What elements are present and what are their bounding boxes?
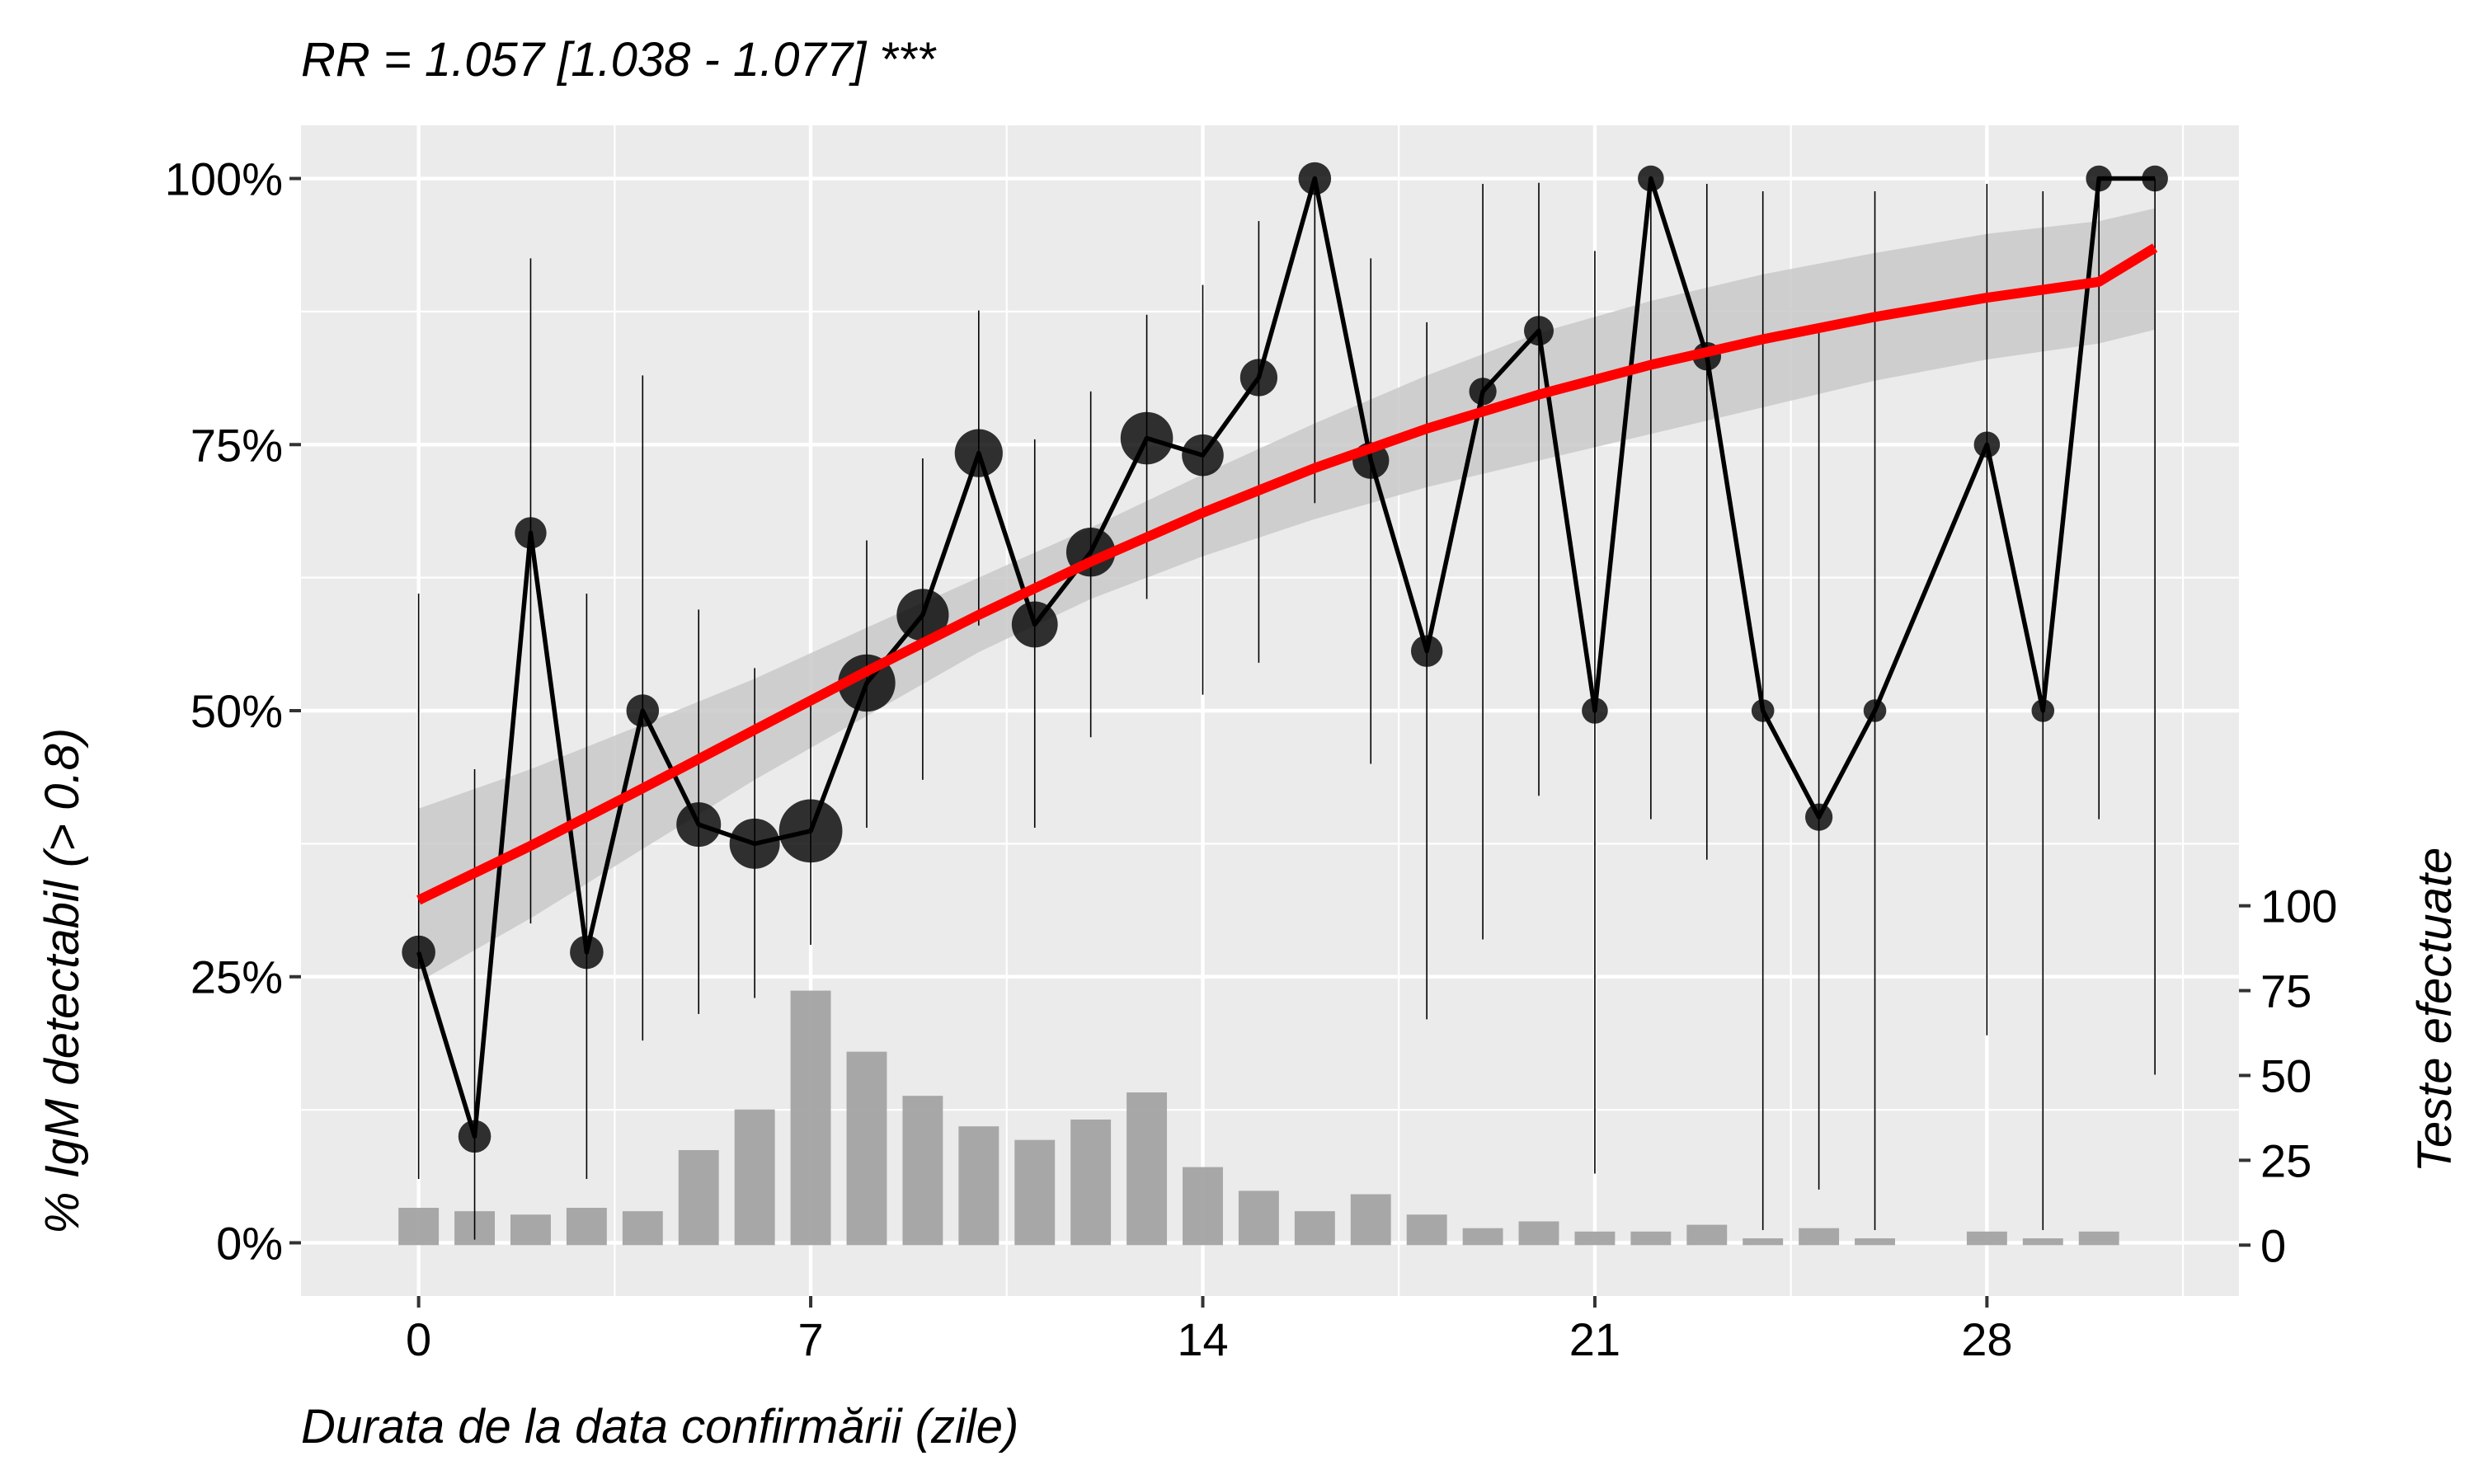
observed-point xyxy=(626,694,660,727)
test-count-bar xyxy=(1350,1194,1391,1246)
observed-point xyxy=(1239,359,1278,397)
test-count-bar xyxy=(510,1214,551,1246)
observed-point xyxy=(1863,699,1887,722)
observed-point xyxy=(2086,165,2113,192)
observed-point xyxy=(515,517,547,549)
test-count-bar xyxy=(790,990,831,1246)
observed-point xyxy=(1120,411,1174,465)
x-tick-label: 0 xyxy=(406,1313,431,1365)
y2-axis: 0 25 50 75 100 xyxy=(2239,881,2337,1271)
test-count-bar xyxy=(1799,1228,1840,1246)
observed-point xyxy=(570,935,604,970)
test-count-bar xyxy=(1966,1231,2007,1246)
x-tick-label: 21 xyxy=(1569,1313,1620,1365)
observed-point xyxy=(778,799,843,863)
y2-axis-title: Teste efectuate xyxy=(2408,848,2462,1172)
test-count-bar xyxy=(902,1096,943,1246)
observed-point xyxy=(1182,434,1224,477)
fit-confidence-band xyxy=(418,208,2156,983)
y-axis: 0% 25% 50% 75% 100% xyxy=(165,153,301,1269)
observed-point xyxy=(1582,697,1608,724)
observed-point xyxy=(1469,378,1497,406)
observed-point xyxy=(1973,431,2001,458)
observed-point xyxy=(676,802,722,848)
x-axis: 0 7 14 21 28 xyxy=(406,1296,2013,1365)
observed-point xyxy=(1298,162,1332,195)
x-tick-label: 28 xyxy=(1961,1313,2012,1365)
observed-point xyxy=(729,818,780,869)
x-tick-label: 7 xyxy=(797,1313,823,1365)
test-count-bar xyxy=(1126,1092,1168,1246)
observed-point xyxy=(1011,601,1058,648)
y2-tick-label: 25 xyxy=(2260,1134,2312,1186)
confidence-ribbon xyxy=(418,208,2156,983)
test-count-bar xyxy=(566,1207,607,1246)
observed-point xyxy=(1410,635,1443,667)
y2-tick-label: 0 xyxy=(2260,1219,2286,1271)
test-count-bar xyxy=(1238,1190,1279,1246)
y-tick-label: 100% xyxy=(165,153,283,205)
test-count-bar xyxy=(622,1211,663,1246)
observed-points xyxy=(402,162,2168,1153)
y2-tick-label: 75 xyxy=(2260,965,2312,1017)
observed-point xyxy=(2031,699,2055,722)
test-count-bar xyxy=(846,1051,887,1246)
x-axis-title: Durata de la data confirmării (zile) xyxy=(301,1400,1018,1453)
test-count-bar xyxy=(1294,1211,1335,1246)
test-count-bar xyxy=(1518,1221,1559,1246)
test-count-bar xyxy=(2078,1231,2119,1246)
y2-tick-label: 50 xyxy=(2260,1050,2312,1101)
x-tick-label: 14 xyxy=(1177,1313,1228,1365)
test-count-bar xyxy=(678,1150,719,1246)
observed-point xyxy=(896,589,949,641)
observed-point xyxy=(402,935,435,970)
test-count-bar xyxy=(1574,1231,1616,1246)
test-count-bar xyxy=(1855,1238,1895,1246)
test-count-bar xyxy=(1630,1231,1672,1246)
y-tick-label: 75% xyxy=(190,419,283,471)
y2-tick-label: 100 xyxy=(2260,881,2337,932)
observed-point xyxy=(1751,699,1775,722)
test-count-bar xyxy=(1743,1238,1784,1246)
y-axis-title: % IgM detectabil (> 0.8) xyxy=(35,728,89,1234)
y-tick-label: 0% xyxy=(216,1217,283,1269)
test-count-bar xyxy=(1014,1139,1056,1246)
observed-point xyxy=(954,429,1003,477)
fit-curve xyxy=(416,243,2158,905)
tests-bars xyxy=(398,990,2119,1246)
test-count-bar xyxy=(1183,1167,1223,1246)
observed-point xyxy=(2142,165,2168,192)
observed-point xyxy=(1524,316,1554,346)
chart-title: RR = 1.057 [1.038 - 1.077] *** xyxy=(301,33,937,87)
observed-point xyxy=(1638,165,1664,192)
error-bars xyxy=(417,178,2156,1240)
observed-point xyxy=(458,1120,492,1153)
test-count-bar xyxy=(734,1109,775,1246)
y-tick-label: 25% xyxy=(190,951,283,1003)
test-count-bar xyxy=(958,1126,999,1246)
observed-point xyxy=(1805,803,1833,831)
y-tick-label: 50% xyxy=(190,685,283,737)
test-count-bar xyxy=(1070,1119,1112,1246)
fit-line xyxy=(416,243,2158,905)
test-count-bar xyxy=(1406,1214,1447,1246)
test-count-bar xyxy=(398,1207,440,1246)
test-count-bar xyxy=(1462,1228,1503,1246)
test-count-bar xyxy=(1686,1224,1728,1246)
test-count-bar xyxy=(2022,1238,2063,1246)
